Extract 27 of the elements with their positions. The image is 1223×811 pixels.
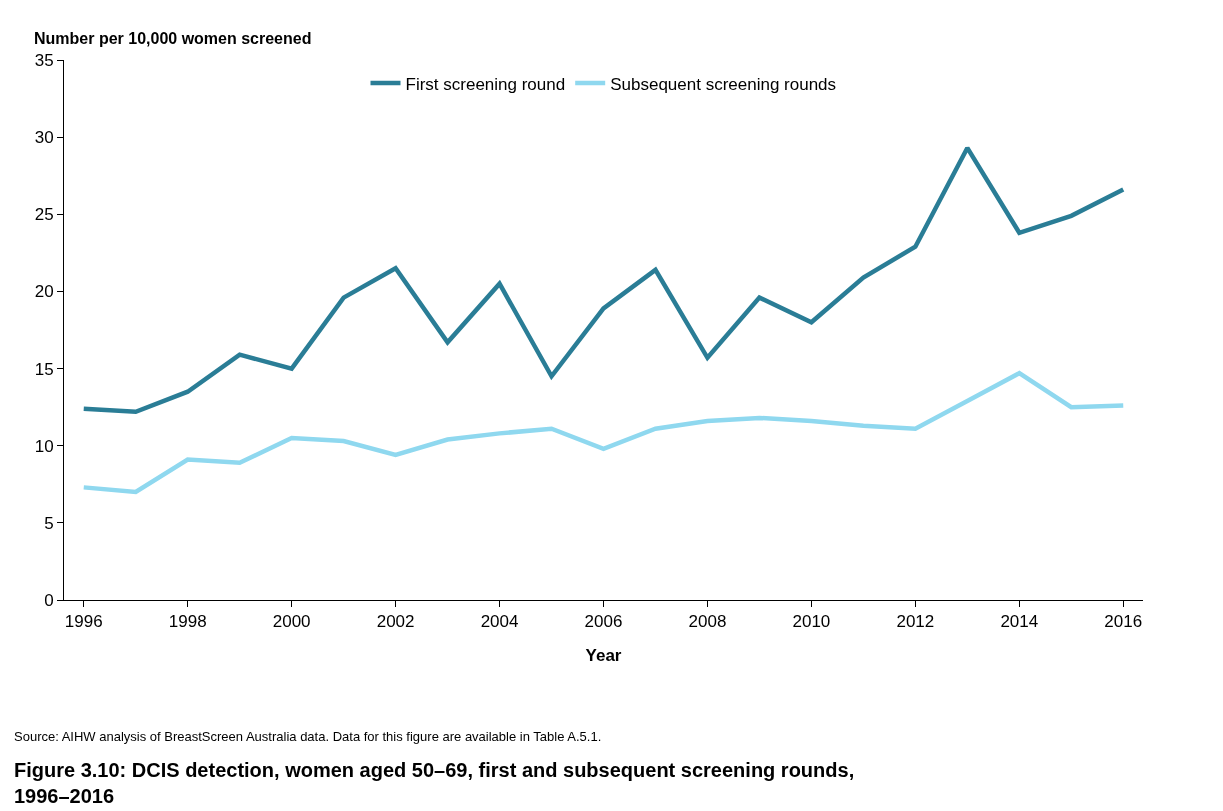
y-tick-label: 35 [34,50,54,70]
legend-label: First screening round [405,74,566,94]
text: Figure 3.10: DCIS detection, women aged 50–69, first and subsequent screening rounds, 1996–2016 [14,759,855,807]
line-series [81,370,1126,495]
y-tick-label: 20 [34,282,54,302]
y-tick-label: 5 [44,513,54,533]
x-tick-label: 1998 [168,612,207,632]
x-tick-label: 2012 [896,612,935,632]
x-tick-label: 2010 [792,612,831,632]
x-tick-label: 2002 [376,612,415,632]
y-tick-label: 10 [34,436,54,456]
x-tick-label: 2008 [688,612,727,632]
x-tick-label: 2016 [1104,612,1143,632]
x-tick-label: 2004 [480,612,519,632]
x-tick-label: 2014 [1000,612,1039,632]
y-tick-label: 0 [44,590,54,610]
y-axis-title: Number per 10,000 women screened [34,30,312,47]
x-tick-label: 1996 [64,612,103,632]
x-axis-title: Year [585,645,622,665]
y-tick-label: 25 [34,205,54,225]
y-tick-label: 30 [34,128,54,148]
legend-label: Subsequent screening rounds [610,74,837,94]
y-tick-label: 15 [34,359,54,379]
x-tick-label: 2006 [584,612,623,632]
source-note: Source: AIHW analysis of BreastScreen Australia data. Data for this figure are available in Table A.5.1. [14,729,602,744]
line-series [81,145,1126,415]
x-tick-label: 2000 [272,612,311,632]
